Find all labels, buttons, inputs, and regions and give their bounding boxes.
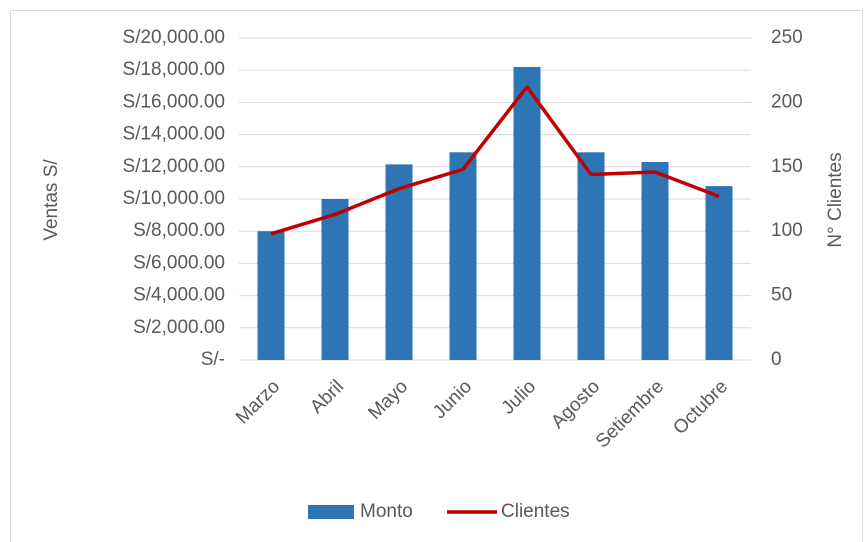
- y-tick-label: S/20,000.00: [123, 27, 225, 48]
- y-tick-label: S/8,000.00: [133, 220, 225, 241]
- y-tick-label: S/16,000.00: [123, 91, 225, 112]
- legend-label: Clientes: [501, 501, 570, 522]
- bar: [449, 152, 477, 360]
- y2-axis-title: N° Clientes: [825, 152, 846, 247]
- y-tick-label: S/14,000.00: [123, 124, 225, 145]
- y-tick-label: S/2,000.00: [133, 317, 225, 338]
- bar: [385, 164, 413, 360]
- bar: [705, 186, 733, 360]
- legend-label: Monto: [360, 501, 413, 522]
- y-tick-label: S/10,000.00: [123, 188, 225, 209]
- y2-tick-label: 200: [771, 91, 803, 112]
- bar: [257, 231, 285, 360]
- bar: [321, 199, 349, 360]
- y-tick-label: S/18,000.00: [123, 59, 225, 80]
- y-tick-label: S/6,000.00: [133, 252, 225, 273]
- chart-border: [10, 10, 863, 542]
- y2-tick-label: 0: [771, 349, 782, 370]
- y2-tick-label: 250: [771, 27, 803, 48]
- y2-tick-label: 50: [771, 285, 792, 306]
- bar: [641, 161, 669, 360]
- y2-tick-label: 100: [771, 220, 803, 241]
- y-tick-label: S/-: [201, 349, 225, 370]
- y-tick-label: S/4,000.00: [133, 285, 225, 306]
- y2-tick-label: 150: [771, 156, 803, 177]
- line: [270, 85, 720, 236]
- y-axis-title: Ventas S/: [41, 159, 62, 241]
- legend-swatch: [308, 505, 354, 519]
- bar: [513, 66, 541, 360]
- bar: [577, 152, 605, 360]
- y-tick-label: S/12,000.00: [123, 156, 225, 177]
